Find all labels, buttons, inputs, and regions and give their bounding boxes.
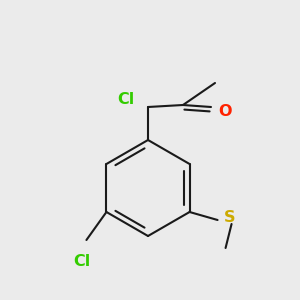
Text: Cl: Cl bbox=[117, 92, 135, 106]
Text: O: O bbox=[218, 103, 232, 118]
Text: S: S bbox=[224, 211, 235, 226]
Text: Cl: Cl bbox=[73, 254, 90, 269]
